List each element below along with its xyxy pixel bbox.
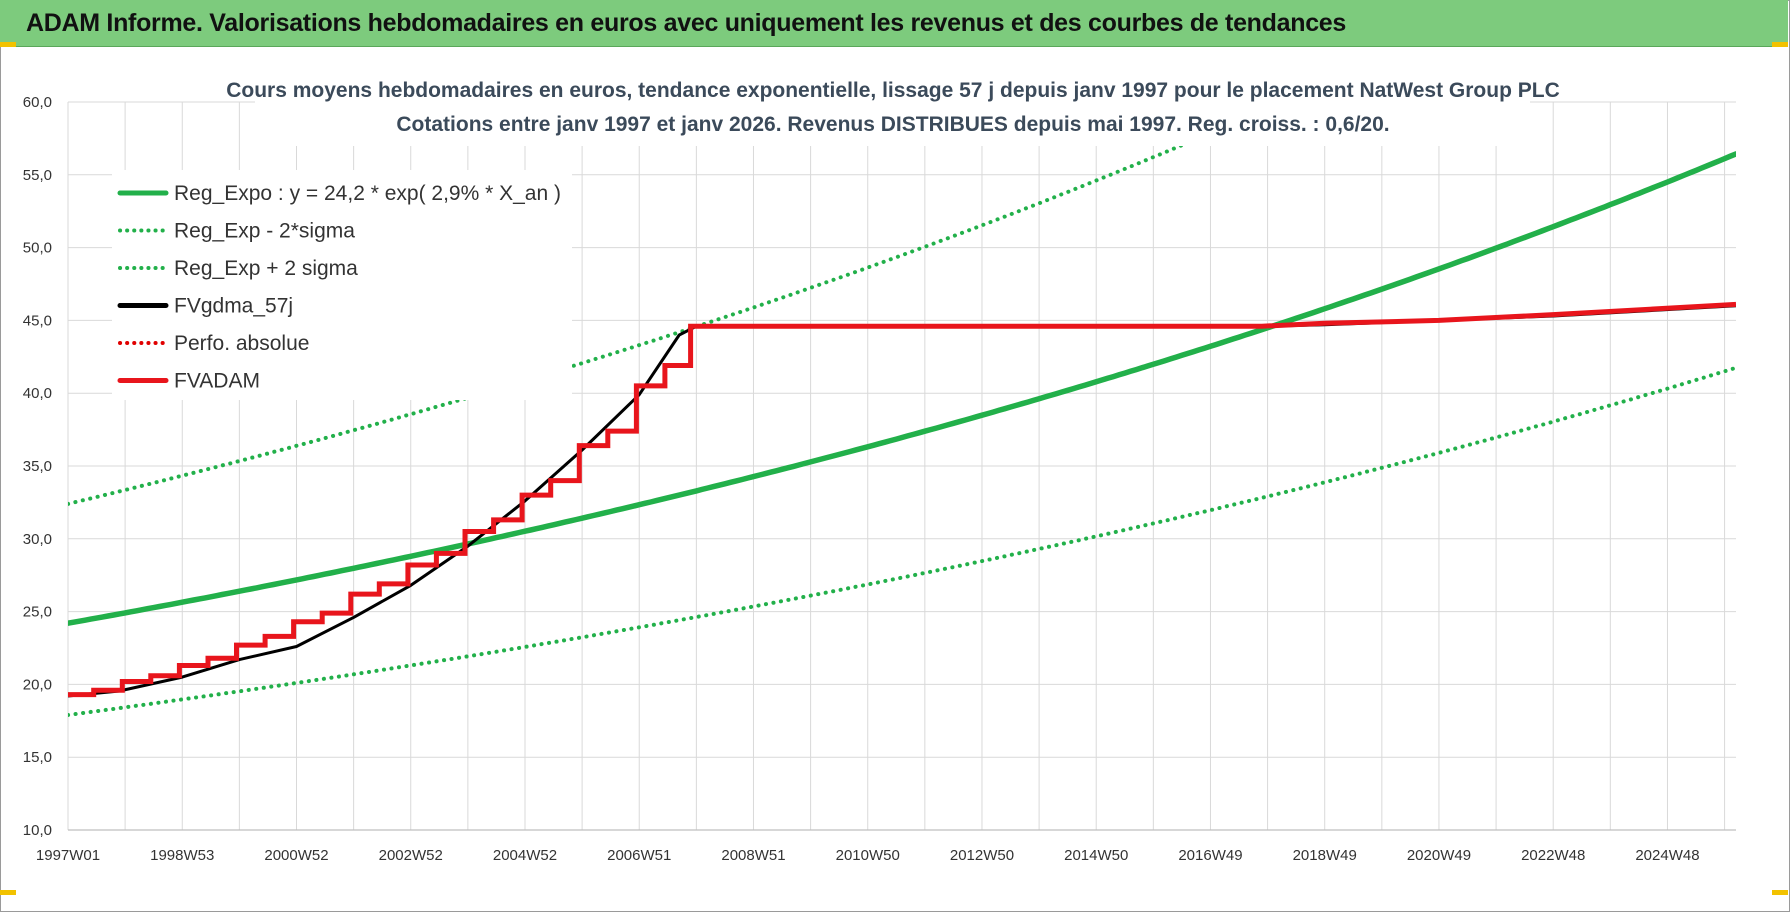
plot-area: [68, 100, 1736, 717]
legend-label: Reg_Exp + 2 sigma: [174, 257, 358, 280]
series-line-fvadam: [68, 301, 1736, 698]
x-tick-label: 2022W48: [1521, 847, 1585, 864]
corner-marker: [0, 42, 16, 47]
y-tick-label: 60,0: [23, 94, 52, 111]
y-tick-label: 40,0: [23, 385, 52, 402]
y-tick-label: 15,0: [23, 749, 52, 766]
y-tick-label: 50,0: [23, 240, 52, 257]
legend-label: FVADAM: [174, 370, 260, 393]
x-tick-label: 2004W52: [493, 847, 557, 864]
legend-label: Reg_Expo : y = 24,2 * exp( 2,9% * X_an ): [174, 182, 561, 205]
chart-title-line: Cotations entre janv 1997 et janv 2026. …: [396, 113, 1389, 136]
legend-label: FVgdma_57j: [174, 295, 293, 318]
y-tick-label: 55,0: [23, 167, 52, 184]
y-tick-label: 10,0: [23, 822, 52, 839]
x-tick-label: 1998W53: [150, 847, 214, 864]
corner-marker: [1772, 890, 1788, 895]
x-tick-label: 2012W50: [950, 847, 1014, 864]
x-tick-label: 2014W50: [1064, 847, 1128, 864]
x-tick-label: 2024W48: [1635, 847, 1699, 864]
corner-marker: [1772, 42, 1788, 47]
page-title: ADAM Informe. Valorisations hebdomadaire…: [26, 9, 1347, 37]
legend-label: Perfo. absolue: [174, 332, 309, 355]
y-tick-label: 45,0: [23, 312, 52, 329]
series-line-2: [68, 100, 1292, 506]
x-tick-label: 2000W52: [264, 847, 328, 864]
y-tick-label: 20,0: [23, 676, 52, 693]
series-line-1: [68, 365, 1736, 717]
x-tick-label: 2002W52: [379, 847, 443, 864]
y-tick-label: 25,0: [23, 604, 52, 621]
y-tick-label: 30,0: [23, 531, 52, 548]
y-tick-label: 35,0: [23, 458, 52, 475]
header-bar: ADAM Informe. Valorisations hebdomadaire…: [0, 0, 1788, 47]
title-backdrop: [255, 72, 1530, 146]
legend-label: Reg_Exp - 2*sigma: [174, 220, 355, 243]
x-tick-label: 2010W50: [836, 847, 900, 864]
chart-title-line: Cours moyens hebdomadaires en euros, ten…: [226, 79, 1560, 102]
x-tick-label: 2006W51: [607, 847, 671, 864]
corner-marker: [0, 890, 16, 895]
x-tick-label: 1997W01: [36, 847, 100, 864]
x-tick-label: 2008W51: [721, 847, 785, 864]
x-tick-label: 2020W49: [1407, 847, 1471, 864]
x-tick-label: 2016W49: [1178, 847, 1242, 864]
x-tick-label: 2018W49: [1293, 847, 1357, 864]
legend-backdrop: [112, 170, 572, 400]
series-line-0: [68, 151, 1736, 626]
